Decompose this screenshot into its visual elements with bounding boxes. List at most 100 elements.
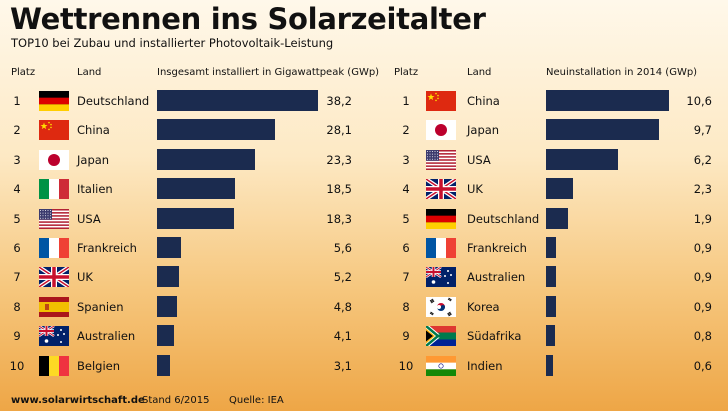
header-land-right: Land [467, 67, 492, 78]
value-label: 5,2 [333, 270, 352, 285]
country-label: China [77, 123, 110, 138]
bar [546, 119, 659, 141]
value-label: 4,8 [333, 299, 352, 314]
rank-label: 8 [13, 299, 21, 314]
bar [157, 148, 256, 170]
flag-fr-icon [426, 238, 456, 258]
header-value-left: Insgesamt installiert in Gigawattpeak (G… [157, 67, 380, 78]
rank-label: 5 [13, 211, 21, 226]
flag-jp-icon [39, 149, 69, 170]
rank-label: 5 [402, 211, 410, 226]
header-value-right: Neuinstallation in 2014 (GWp) [546, 67, 698, 78]
country-label: Frankreich [467, 241, 527, 255]
bar [546, 178, 573, 200]
flag-cn-icon [426, 91, 456, 111]
value-label: 0,9 [693, 299, 712, 314]
country-label: Südafrika [467, 329, 522, 344]
flag-in-icon [426, 355, 456, 376]
country-label: Japan [467, 123, 500, 138]
header-land-left: Land [77, 67, 102, 78]
bar [157, 207, 235, 229]
value-label: 3,1 [333, 358, 352, 373]
country-label: Australien [77, 329, 136, 344]
flag-us-icon [426, 149, 456, 170]
value-label: 5,6 [333, 241, 352, 255]
value-label: 0,9 [693, 270, 712, 285]
flag-uk-icon [39, 267, 69, 288]
bar [157, 354, 171, 376]
country-label: Japan [77, 152, 110, 167]
value-label: 18,5 [326, 182, 352, 197]
country-label: UK [467, 182, 483, 197]
value-label: 6,2 [693, 152, 712, 167]
rank-label: 7 [402, 270, 410, 285]
value-label: 0,8 [693, 329, 712, 344]
flag-au-icon [426, 267, 456, 288]
bar [546, 295, 557, 317]
bar [546, 148, 618, 170]
rank-label: 6 [402, 241, 410, 255]
flag-be-icon [39, 355, 69, 376]
value-label: 23,3 [326, 152, 352, 167]
footer-quelle: Quelle: IEA [229, 395, 284, 406]
value-label: 0,9 [693, 241, 712, 255]
page-title: Wettrennen ins Solarzeitalter [10, 2, 486, 36]
value-label: 28,1 [326, 123, 352, 138]
flag-za-icon [426, 326, 456, 347]
flag-es-icon [39, 296, 69, 317]
flag-fr-icon [39, 238, 69, 258]
country-label: UK [77, 270, 93, 285]
bar [157, 178, 235, 200]
footer-website: www.solarwirtschaft.de [11, 395, 145, 406]
rank-label: 1 [13, 94, 21, 108]
rank-label: 10 [398, 358, 414, 373]
value-label: 0,6 [693, 358, 712, 373]
bar [546, 354, 553, 376]
bar [546, 90, 669, 111]
country-label: Korea [467, 299, 500, 314]
country-label: Deutschland [77, 94, 150, 108]
bar [157, 237, 181, 258]
flag-cn-icon [39, 120, 69, 141]
flag-au-icon [39, 326, 69, 347]
rank-label: 10 [9, 358, 25, 373]
rank-label: 9 [13, 329, 21, 344]
country-label: Indien [467, 358, 503, 373]
bar [546, 207, 569, 229]
rank-label: 6 [13, 241, 21, 255]
value-label: 1,9 [693, 211, 712, 226]
bar [157, 295, 178, 317]
bar [546, 325, 556, 347]
header-platz-left: Platz [11, 67, 36, 78]
flag-uk-icon [426, 179, 456, 200]
flag-us-icon [39, 208, 69, 229]
rank-label: 3 [402, 152, 410, 167]
bar [157, 266, 179, 288]
value-label: 10,6 [686, 94, 712, 108]
country-label: China [467, 94, 500, 108]
rank-label: 3 [13, 152, 21, 167]
value-label: 18,3 [326, 211, 352, 226]
country-label: Italien [77, 182, 113, 197]
bar [157, 90, 318, 111]
rank-label: 1 [402, 94, 410, 108]
flag-jp-icon [426, 120, 456, 141]
flag-de-icon [39, 91, 69, 111]
country-label: Frankreich [77, 241, 137, 255]
rank-label: 9 [402, 329, 410, 344]
page-subtitle: TOP10 bei Zubau und installierter Photov… [11, 36, 334, 50]
rank-label: 7 [13, 270, 21, 285]
flag-kr-icon [426, 296, 456, 317]
country-label: Spanien [77, 299, 124, 314]
bar [157, 119, 276, 141]
flag-de-icon [426, 208, 456, 229]
footer-stand: Stand 6/2015 [142, 395, 210, 406]
bar [157, 325, 175, 347]
rank-label: 4 [13, 182, 21, 197]
value-label: 38,2 [326, 94, 352, 108]
rank-label: 4 [402, 182, 410, 197]
value-label: 9,7 [693, 123, 712, 138]
flag-it-icon [39, 179, 69, 200]
value-label: 2,3 [693, 182, 712, 197]
country-label: Australien [467, 270, 526, 285]
